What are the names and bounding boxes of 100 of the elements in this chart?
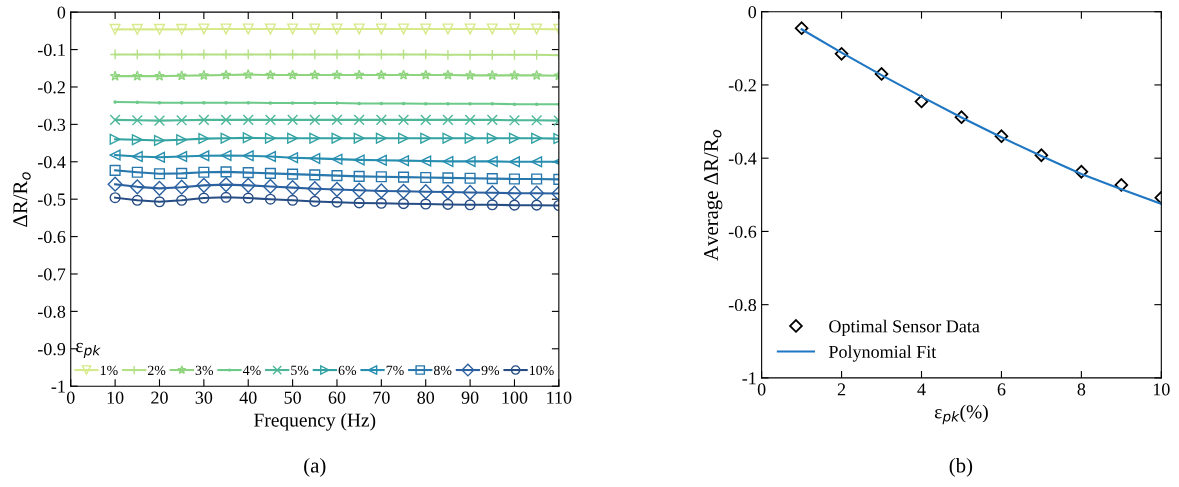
point xyxy=(198,166,210,178)
legend-label: 8% xyxy=(433,365,452,376)
point xyxy=(531,156,543,168)
point xyxy=(794,21,809,35)
point xyxy=(264,23,276,35)
point xyxy=(287,23,299,35)
point xyxy=(486,69,498,81)
point xyxy=(309,23,321,35)
point xyxy=(442,69,454,80)
point xyxy=(220,166,232,178)
point xyxy=(153,134,166,147)
point xyxy=(442,172,454,184)
point xyxy=(176,194,188,206)
point xyxy=(914,94,929,109)
y-tick-label: 0 xyxy=(748,5,757,19)
point xyxy=(420,48,432,60)
point xyxy=(1114,178,1129,192)
point xyxy=(287,194,299,206)
point xyxy=(331,69,343,80)
x-tick-label: 10 xyxy=(1153,383,1170,396)
point xyxy=(420,114,432,126)
point xyxy=(375,132,387,144)
point xyxy=(218,177,234,193)
point xyxy=(351,182,367,198)
point xyxy=(442,49,454,61)
point xyxy=(375,154,387,166)
x-tick-label: 40 xyxy=(239,391,257,404)
point xyxy=(529,185,545,201)
point xyxy=(242,114,254,126)
x-tick-label: 60 xyxy=(328,391,346,404)
y-tick-label: -0.4 xyxy=(37,156,66,169)
point xyxy=(153,151,166,163)
y-tick-label: -0.9 xyxy=(37,343,66,356)
point xyxy=(220,149,232,161)
point xyxy=(531,114,543,126)
point xyxy=(109,133,121,145)
point xyxy=(484,185,500,201)
point xyxy=(331,170,343,182)
point xyxy=(198,48,210,60)
point xyxy=(174,179,190,195)
legend-label: 1% xyxy=(100,365,118,376)
point xyxy=(109,23,121,35)
point xyxy=(397,198,410,210)
point xyxy=(220,191,232,203)
y-tick-label: -0.4 xyxy=(728,152,757,165)
point xyxy=(176,114,188,126)
point xyxy=(353,132,365,144)
point xyxy=(375,197,387,209)
x-tick-label: 0 xyxy=(757,383,766,396)
point xyxy=(309,132,321,144)
point xyxy=(220,114,232,126)
x-axis-title: Frequency (Hz) xyxy=(254,412,376,431)
point xyxy=(420,69,432,80)
point xyxy=(512,102,517,106)
point xyxy=(531,69,542,81)
point xyxy=(153,168,166,180)
y-tick-label: -0.7 xyxy=(37,268,66,281)
point xyxy=(357,101,361,106)
point xyxy=(109,70,121,81)
x-tick-label: 8 xyxy=(1077,383,1086,396)
legend-label: 5% xyxy=(291,365,309,376)
point xyxy=(242,48,254,60)
point xyxy=(113,100,117,104)
legend-label: 6% xyxy=(338,365,357,376)
point xyxy=(285,180,301,196)
point xyxy=(353,23,365,35)
point xyxy=(486,49,498,61)
point xyxy=(353,170,365,182)
point xyxy=(287,48,299,60)
x-axis-title: ε$_{pk}$(%) xyxy=(934,404,988,425)
legend-label: 4% xyxy=(242,365,261,376)
point xyxy=(440,184,456,200)
y-tick-label: -0.8 xyxy=(728,298,757,312)
legend-label: 7% xyxy=(386,365,404,376)
point xyxy=(464,114,476,126)
point xyxy=(398,69,409,80)
point xyxy=(442,132,454,144)
text: (a) xyxy=(304,457,326,477)
point xyxy=(420,198,432,210)
point xyxy=(131,114,143,126)
point xyxy=(198,23,210,35)
legend-label: 9% xyxy=(481,365,500,376)
legend-label: Optimal Sensor Data xyxy=(829,319,980,337)
y-tick-label: -0.2 xyxy=(37,81,65,94)
x-tick-label: 110 xyxy=(547,391,572,404)
point xyxy=(442,155,454,167)
point xyxy=(335,101,339,105)
point xyxy=(486,114,498,126)
point xyxy=(508,156,521,168)
point xyxy=(375,114,387,126)
x-tick-label: 20 xyxy=(151,391,168,404)
point xyxy=(508,114,521,126)
y-tick-label: -0.6 xyxy=(37,230,66,244)
point xyxy=(874,67,889,81)
point xyxy=(954,110,969,124)
point xyxy=(331,48,343,60)
point xyxy=(442,23,454,35)
point xyxy=(287,152,299,164)
point xyxy=(131,23,143,35)
legend-label: 2% xyxy=(147,365,166,376)
